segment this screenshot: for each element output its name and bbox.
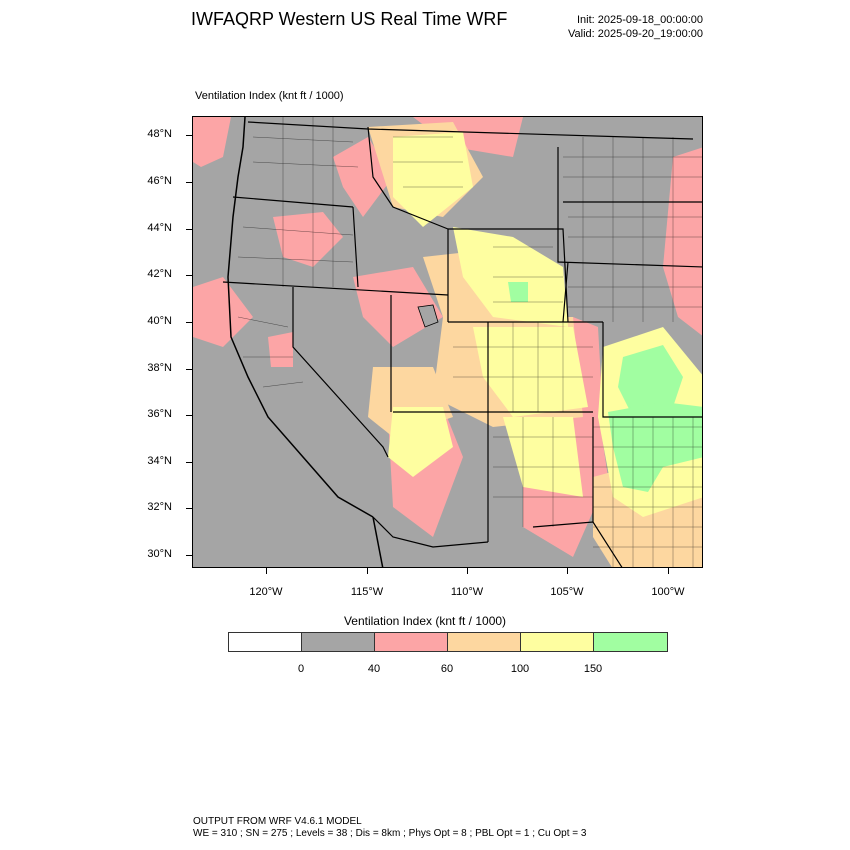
lon-label-115: 115°W [350, 586, 384, 598]
lon-label-100: 100°W [651, 586, 685, 598]
plot-variable-label: Ventilation Index (knt ft / 1000) [195, 90, 344, 102]
lon-tick [467, 568, 468, 574]
lat-label-38: 38°N [147, 362, 172, 374]
lat-label-40: 40°N [147, 315, 172, 327]
lon-tick [266, 568, 267, 574]
lon-tick [668, 568, 669, 574]
chart-title: IWFAQRP Western US Real Time WRF [191, 9, 508, 29]
great-salt-lake [417, 304, 439, 328]
lat-tick [186, 415, 192, 416]
lat-label-46: 46°N [147, 175, 172, 187]
county-lines [237, 117, 702, 567]
colorbar-swatch-orange [448, 633, 521, 651]
lon-tick [567, 568, 568, 574]
lat-label-36: 36°N [147, 408, 172, 420]
colorbar-label: 0 [297, 663, 305, 675]
lon-label-110: 110°W [450, 586, 484, 598]
ventilation-map [193, 117, 702, 567]
lat-tick [186, 322, 192, 323]
time-info: Init: 2025-09-18_00:00:00 Valid: 2025-09… [568, 13, 703, 41]
colorbar-label: 60 [440, 663, 454, 675]
lat-tick [186, 462, 192, 463]
lat-tick [186, 135, 192, 136]
lat-label-44: 44°N [147, 222, 172, 234]
colorbar-label: 150 [583, 663, 603, 675]
lat-label-32: 32°N [147, 501, 172, 513]
colorbar-label: 40 [367, 663, 381, 675]
valid-time: Valid: 2025-09-20_19:00:00 [568, 28, 703, 40]
lat-tick [186, 555, 192, 556]
lat-label-34: 34°N [147, 455, 172, 467]
lat-label-42: 42°N [147, 268, 172, 280]
lat-tick [186, 182, 192, 183]
coastline [227, 117, 384, 567]
lon-label-105: 105°W [550, 586, 584, 598]
colorbar-label: 100 [510, 663, 530, 675]
lat-tick [186, 275, 192, 276]
lat-label-30: 30°N [147, 548, 172, 560]
model-options: WE = 310 ; SN = 275 ; Levels = 38 ; Dis … [193, 828, 587, 839]
lat-label-48: 48°N [147, 128, 172, 140]
lon-label-120: 120°W [249, 586, 283, 598]
colorbar-swatch-red [375, 633, 448, 651]
colorbar-swatch-green [594, 633, 667, 651]
colorbar-swatch-yellow [521, 633, 594, 651]
lat-tick [186, 229, 192, 230]
model-version: OUTPUT FROM WRF V4.6.1 MODEL [193, 816, 362, 827]
colorbar-title: Ventilation Index (knt ft / 1000) [343, 614, 507, 628]
lat-tick [186, 369, 192, 370]
colorbar-swatch-grey [302, 633, 375, 651]
init-time: Init: 2025-09-18_00:00:00 [577, 14, 703, 26]
lat-tick [186, 508, 192, 509]
lon-tick [367, 568, 368, 574]
model-info: OUTPUT FROM WRF V4.6.1 MODEL WE = 310 ; … [193, 816, 586, 840]
map-panel [192, 116, 703, 568]
colorbar [228, 632, 668, 652]
colorbar-swatch-white [229, 633, 302, 651]
